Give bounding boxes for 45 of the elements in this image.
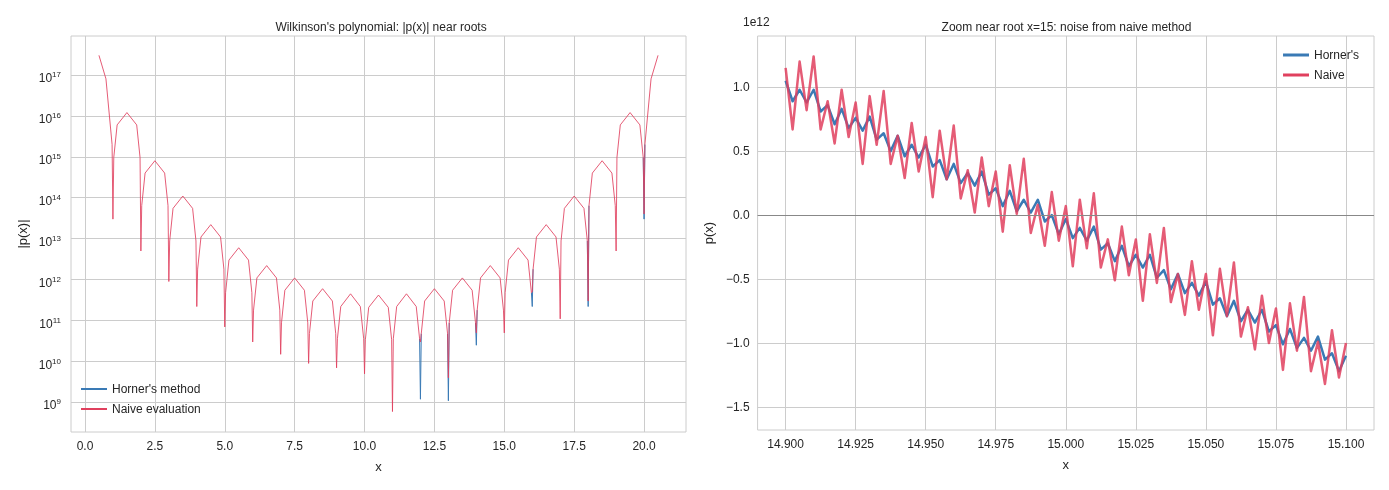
y-tick-label: 10$^{11}$ — [39, 314, 61, 333]
x-tick-label: 14.925 — [837, 437, 875, 451]
x-tick-label: 14.900 — [767, 437, 805, 451]
x-tick-label: 15.050 — [1187, 437, 1225, 451]
y-tick-label: 10$^{9}$ — [43, 396, 61, 415]
x-tick-label: 2.5 — [146, 439, 164, 453]
x-tick-label: 20.0 — [632, 439, 657, 453]
y-tick-label: 10$^{15}$ — [38, 150, 61, 169]
y-axis-title: |p(x)| — [15, 219, 30, 249]
x-tick-label: 15.025 — [1117, 437, 1155, 451]
chart-title: Wilkinson's polynomial: |p(x)| near roots — [275, 20, 487, 34]
y-tick-label: −1.5 — [725, 399, 750, 414]
y-tick-label: −1.0 — [725, 336, 750, 351]
x-axis-title: x — [1062, 457, 1070, 472]
legend-label: Naive — [1314, 68, 1346, 82]
y-tick-label: 10$^{13}$ — [38, 232, 61, 251]
x-tick-label: 10.0 — [352, 439, 377, 453]
y-tick-label: 10$^{10}$ — [38, 355, 61, 374]
legend-label: Naive evaluation — [112, 402, 201, 416]
y-tick-label: 0.0 — [732, 208, 750, 223]
x-tick-label: 15.0 — [492, 439, 517, 453]
legend-label: Horner's — [1314, 48, 1360, 62]
x-tick-label: 12.5 — [422, 439, 447, 453]
x-tick-label: 14.975 — [977, 437, 1015, 451]
x-tick-label: 0.0 — [76, 439, 94, 453]
y-tick-label: 10$^{16}$ — [38, 109, 61, 128]
chart-title: Zoom near root x=15: noise from naive method — [941, 20, 1192, 34]
x-axis-title: x — [375, 459, 383, 474]
y-tick-label: 10$^{17}$ — [38, 68, 61, 87]
x-tick-label: 15.100 — [1327, 437, 1365, 451]
x-tick-label: 15.075 — [1257, 437, 1295, 451]
x-tick-label: 7.5 — [286, 439, 304, 453]
y-axis-title: p(x) — [701, 221, 716, 245]
x-tick-label: 5.0 — [216, 439, 234, 453]
x-tick-label: 15.000 — [1047, 437, 1085, 451]
y-tick-label: 0.5 — [732, 144, 750, 159]
line-series — [98, 54, 659, 413]
y-tick-label: 10$^{14}$ — [38, 191, 61, 210]
x-tick-label: 17.5 — [562, 439, 587, 453]
y-tick-label: −0.5 — [725, 272, 750, 287]
y-tick-label: 10$^{12}$ — [38, 273, 61, 292]
x-tick-label: 14.950 — [907, 437, 945, 451]
legend-label: Horner's method — [112, 382, 201, 396]
y-tick-label: 1.0 — [732, 80, 750, 95]
text: 1e12 — [743, 15, 771, 29]
